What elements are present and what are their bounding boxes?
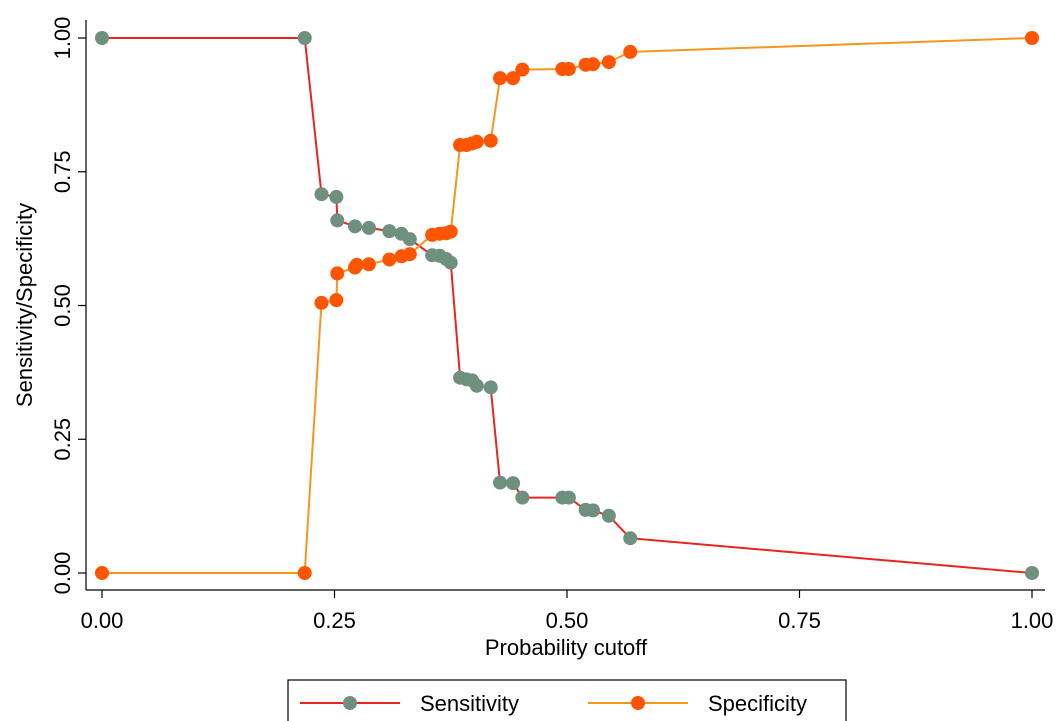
sensitivity-point — [515, 490, 530, 505]
x-tick-label: 0.00 — [81, 608, 124, 633]
legend-sensitivity-label: Sensitivity — [420, 691, 519, 716]
specificity-point — [1025, 31, 1039, 45]
sensitivity-point — [506, 476, 521, 491]
specificity-point — [297, 566, 312, 580]
x-tick-label: 1.00 — [1011, 608, 1054, 633]
legend: Sensitivity Specificity — [287, 679, 847, 721]
sensitivity-point — [314, 187, 329, 202]
y-tick-label: 0.50 — [50, 284, 75, 327]
sensitivity-point — [586, 503, 601, 518]
specificity-point — [361, 257, 376, 272]
sensitivity-point — [361, 220, 376, 235]
specificity-point — [493, 71, 508, 86]
specificity-point — [601, 55, 616, 70]
specificity-point — [314, 295, 329, 310]
sensitivity-point — [347, 219, 362, 234]
legend-specificity-label: Specificity — [708, 691, 807, 716]
sensitivity-point — [330, 213, 345, 228]
specificity-point — [515, 62, 530, 77]
x-tick-label: 0.75 — [778, 608, 821, 633]
legend-specificity-marker — [631, 696, 645, 710]
sensitivity-point — [382, 224, 397, 239]
sensitivity-point — [402, 232, 417, 247]
sensitivity-point — [561, 490, 576, 505]
y-tick-label: 0.00 — [50, 552, 75, 595]
y-axis-title: Sensitivity/Specificity — [12, 203, 37, 407]
plot-markers — [95, 31, 1039, 580]
sensitivity-point — [469, 378, 484, 393]
specificity-point — [382, 252, 397, 267]
sensitivity-point — [329, 189, 344, 204]
y-tick-label: 0.75 — [50, 150, 75, 193]
specificity-point — [329, 293, 344, 308]
axes — [85, 20, 1045, 591]
x-ticks: 0.00 0.25 0.50 0.75 1.00 — [81, 590, 1054, 633]
x-tick-label: 0.50 — [546, 608, 589, 633]
specificity-point — [561, 62, 576, 77]
specificity-point — [330, 266, 345, 281]
y-tick-label: 1.00 — [50, 17, 75, 60]
specificity-point — [443, 224, 458, 239]
sensitivity-point — [297, 31, 312, 45]
specificity-point — [95, 566, 109, 580]
specificity-point — [586, 57, 601, 72]
y-ticks: 0.00 0.25 0.50 0.75 1.00 — [50, 17, 86, 595]
specificity-point — [402, 247, 417, 262]
specificity-point — [469, 134, 484, 149]
sensitivity-point — [1025, 566, 1039, 580]
sensitivity-point — [483, 380, 498, 395]
sensitivity-point — [95, 31, 109, 45]
y-tick-label: 0.25 — [50, 418, 75, 461]
sensitivity-point — [623, 531, 638, 546]
sensitivity-point — [443, 255, 458, 270]
legend-box — [287, 679, 847, 721]
sensitivity-point — [493, 475, 508, 490]
legend-sensitivity-marker — [343, 696, 357, 710]
specificity-point — [349, 257, 364, 272]
sensitivity-point — [601, 508, 616, 523]
specificity-point — [623, 44, 638, 59]
x-axis-title: Probability cutoff — [485, 635, 648, 660]
specificity-point — [506, 71, 521, 86]
specificity-point — [483, 133, 498, 148]
x-tick-label: 0.25 — [313, 608, 356, 633]
